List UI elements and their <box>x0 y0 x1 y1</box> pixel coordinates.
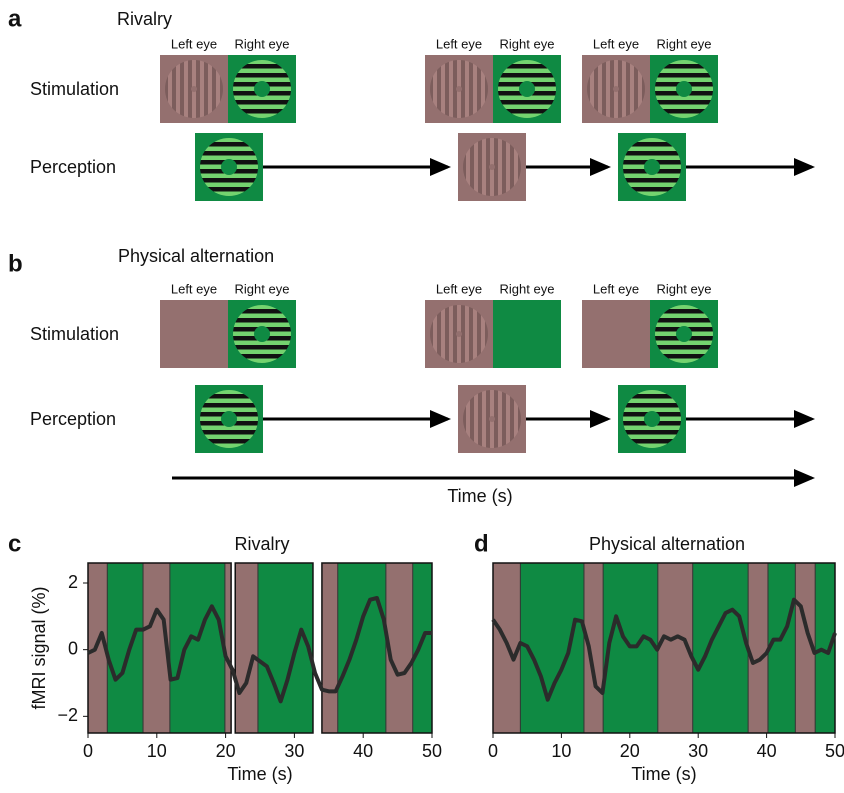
interval <box>692 563 749 733</box>
interval <box>224 563 232 733</box>
chart-title: Rivalry <box>234 534 289 554</box>
row-label: Stimulation <box>30 324 119 344</box>
stimulus <box>425 300 493 368</box>
interval <box>767 563 796 733</box>
stimulus <box>160 55 228 123</box>
eye-label: Left eye <box>171 281 217 296</box>
stimulus <box>582 55 650 123</box>
interval <box>235 563 258 733</box>
eye-label: Left eye <box>593 36 639 51</box>
eye-label: Left eye <box>436 281 482 296</box>
plot-frame <box>87 562 232 734</box>
eye-label: Right eye <box>500 281 555 296</box>
time-label: Time (s) <box>447 486 512 506</box>
x-tick-label: 10 <box>551 741 571 761</box>
row-label: Perception <box>30 157 116 177</box>
stimulus <box>650 55 718 123</box>
eye-label: Right eye <box>235 281 290 296</box>
panel-letter: b <box>8 250 23 277</box>
x-tick-label: 40 <box>353 741 373 761</box>
stimulus <box>228 300 296 368</box>
row-label: Stimulation <box>30 79 119 99</box>
x-tick-label: 30 <box>688 741 708 761</box>
plot-frame <box>234 562 314 734</box>
panel-title: Physical alternation <box>118 246 274 266</box>
x-tick-label: 0 <box>83 741 93 761</box>
percept <box>458 385 526 453</box>
y-tick-label: 2 <box>68 572 78 592</box>
chart-title: Physical alternation <box>589 534 745 554</box>
eye-label: Left eye <box>593 281 639 296</box>
x-tick-label: 40 <box>757 741 777 761</box>
interval <box>321 563 338 733</box>
x-tick-label: 20 <box>216 741 236 761</box>
plot-frame <box>492 562 836 734</box>
interval <box>337 563 386 733</box>
percept <box>458 133 526 201</box>
interval <box>520 563 584 733</box>
stimulus <box>650 300 718 368</box>
x-tick-label: 0 <box>488 741 498 761</box>
percept <box>195 385 263 453</box>
panel-title: Rivalry <box>117 9 172 29</box>
eye-label: Left eye <box>436 36 482 51</box>
panel-letter: d <box>474 530 489 557</box>
interval <box>107 563 144 733</box>
panel-letter: a <box>8 5 22 32</box>
stimulus <box>493 300 561 368</box>
percept <box>195 133 263 201</box>
stimulus <box>425 55 493 123</box>
x-axis-label: Time (s) <box>631 764 696 784</box>
percept <box>618 133 686 201</box>
x-tick-label: 20 <box>620 741 640 761</box>
x-tick-label: 30 <box>284 741 304 761</box>
signal-line <box>87 596 432 704</box>
interval <box>748 563 768 733</box>
percept <box>618 385 686 453</box>
signal-line <box>491 597 837 702</box>
y-tick-label: −2 <box>57 705 78 725</box>
plot-frame <box>321 562 433 734</box>
panel-letter: c <box>8 530 21 557</box>
x-tick-label: 50 <box>825 741 844 761</box>
y-axis-label: fMRI signal (%) <box>29 586 49 709</box>
stimulus <box>160 300 228 368</box>
interval <box>257 563 313 733</box>
interval <box>169 563 225 733</box>
interval <box>815 563 835 733</box>
x-tick-label: 10 <box>147 741 167 761</box>
x-tick-label: 50 <box>422 741 442 761</box>
interval <box>583 563 604 733</box>
eye-label: Right eye <box>500 36 555 51</box>
y-tick-label: 0 <box>68 638 78 658</box>
eye-label: Right eye <box>657 36 712 51</box>
eye-label: Left eye <box>171 36 217 51</box>
stimulus <box>582 300 650 368</box>
eye-label: Right eye <box>657 281 712 296</box>
eye-label: Right eye <box>235 36 290 51</box>
stimulus <box>493 55 561 123</box>
x-axis-label: Time (s) <box>227 764 292 784</box>
row-label: Perception <box>30 409 116 429</box>
stimulus <box>228 55 296 123</box>
interval <box>412 563 432 733</box>
